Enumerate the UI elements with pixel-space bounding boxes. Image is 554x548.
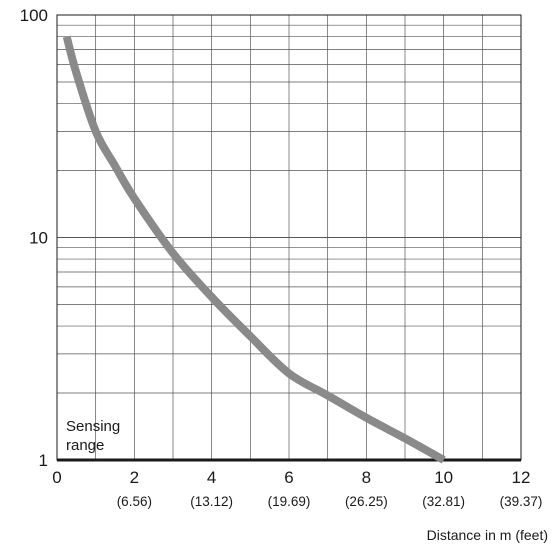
annotation-line-1: Sensing <box>66 418 120 435</box>
grid <box>57 15 521 460</box>
y-tick-label: 10 <box>29 229 48 248</box>
x-tick-sublabel: (39.37) <box>500 494 543 509</box>
x-tick-sublabel: (13.12) <box>190 494 233 509</box>
sensing-range-curve <box>62 35 446 464</box>
x-tick-sublabel: (26.25) <box>345 494 388 509</box>
x-tick-sublabel: (32.81) <box>422 494 465 509</box>
y-tick-label: 1 <box>39 451 48 470</box>
x-tick-label: 4 <box>207 468 216 487</box>
y-tick-label: 100 <box>20 6 48 25</box>
x-tick-label: 10 <box>434 468 453 487</box>
x-tick-label: 8 <box>362 468 371 487</box>
x-tick-sublabel: (6.56) <box>117 494 152 509</box>
x-tick-label: 12 <box>512 468 531 487</box>
x-tick-label: 2 <box>130 468 139 487</box>
annotation-line-2: range <box>66 437 104 454</box>
x-tick-sublabel: (19.69) <box>268 494 311 509</box>
series-line <box>62 35 446 464</box>
x-tick-label: 6 <box>284 468 293 487</box>
tick-labels: 0 2 (6.56) 4 (13.12) 6 (19.69) 8 (26.25) 10 (32.81… <box>20 6 543 509</box>
x-axis-label: Distance in m (feet) <box>427 527 548 543</box>
x-tick-label: 0 <box>52 468 61 487</box>
